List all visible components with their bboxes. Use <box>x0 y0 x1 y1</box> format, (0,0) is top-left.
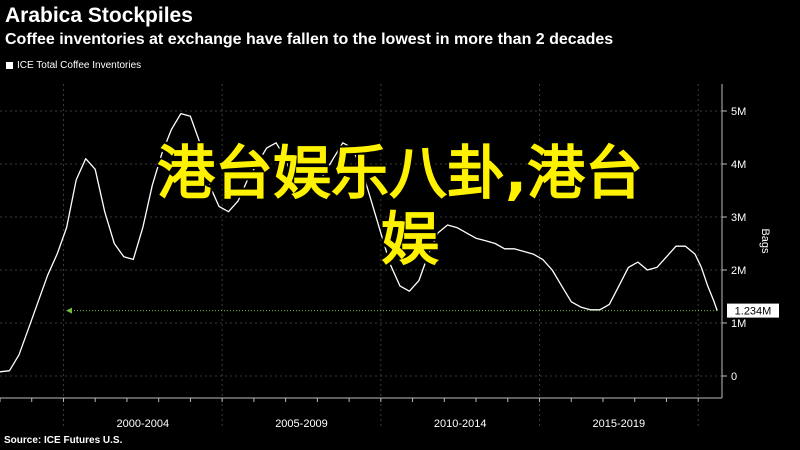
labels: 0 1M 2M 3M 4M 5M 2000-2004 2005-2009 2010-2014 20… <box>117 106 779 430</box>
last-value-badge <box>727 303 779 318</box>
grid <box>0 84 722 428</box>
y-axis-title: Bags <box>759 228 771 254</box>
chart-subtitle: Coffee inventories at exchange have fall… <box>5 31 614 48</box>
x-tick-label: 2005-2009 <box>275 418 328 430</box>
y-tick-label: 4M <box>731 159 746 171</box>
y-tick-label: 5M <box>731 106 746 118</box>
y-tick-label: 0 <box>731 371 737 383</box>
legend-label: ICE Total Coffee Inventories <box>17 60 142 71</box>
series-line-ice-total <box>0 112 718 373</box>
chart-title: Arabica Stockpiles <box>5 4 193 27</box>
x-tick-label: 2000-2004 <box>117 418 170 430</box>
x-tick-label: 2015-2019 <box>593 418 646 430</box>
y-tick-label: 3M <box>731 212 746 224</box>
y-tick-label: 2M <box>731 265 746 277</box>
axes <box>0 84 727 402</box>
x-tick-label: 2010-2014 <box>434 418 487 430</box>
y-tick-label: 1M <box>731 318 746 330</box>
last-value-label: 1.234M <box>735 306 772 318</box>
series <box>0 112 718 373</box>
legend-swatch <box>6 62 13 69</box>
chart-legend: ICE Total Coffee Inventories <box>6 60 141 71</box>
last-value-arrow <box>66 307 72 314</box>
chart-source: Source: ICE Futures U.S. <box>4 435 123 446</box>
